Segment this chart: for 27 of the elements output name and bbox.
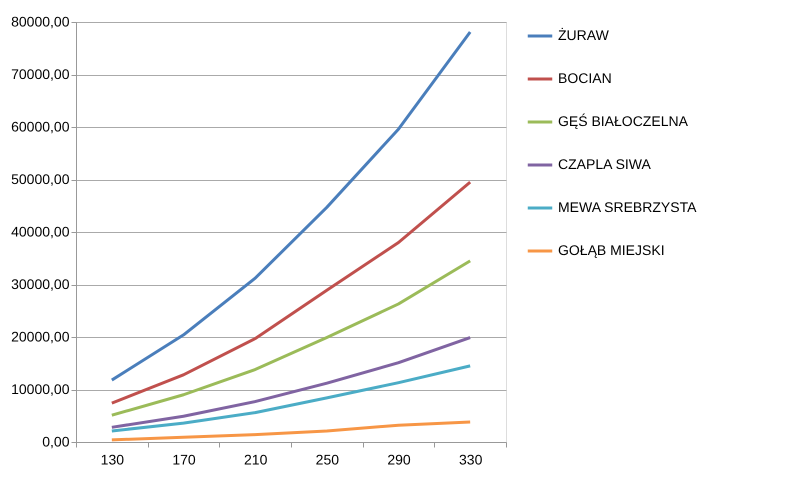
line-series xyxy=(110,364,472,432)
line-series xyxy=(110,180,472,405)
y-tick-label: 80000,00 xyxy=(11,14,70,30)
line-series xyxy=(110,30,472,382)
legend-label: ŻURAW xyxy=(558,27,610,43)
legend-label: MEWA SREBRZYSTA xyxy=(558,199,698,215)
y-tick-label: 60000,00 xyxy=(11,118,70,134)
x-tick-label: 250 xyxy=(316,452,340,468)
x-tick-label: 210 xyxy=(244,452,268,468)
y-tick-label: 0,00 xyxy=(42,434,70,450)
y-tick-label: 30000,00 xyxy=(11,276,70,292)
legend-label: GOŁĄB MIEJSKI xyxy=(558,242,665,258)
legend-label: CZAPLA SIWA xyxy=(558,156,652,172)
x-tick-label: 290 xyxy=(387,452,411,468)
y-tick-label: 70000,00 xyxy=(11,66,70,82)
y-tick-label: 50000,00 xyxy=(11,171,70,187)
x-tick-label: 330 xyxy=(458,452,483,468)
y-tick-label: 40000,00 xyxy=(11,224,70,240)
line-series xyxy=(110,259,472,417)
y-tick-label: 10000,00 xyxy=(11,381,70,397)
line-series xyxy=(110,336,472,429)
x-tick-label: 130 xyxy=(100,452,124,468)
line-series xyxy=(110,420,472,442)
y-tick-label: 20000,00 xyxy=(11,328,70,344)
x-tick-label: 170 xyxy=(172,452,196,468)
legend-label: BOCIAN xyxy=(558,70,612,86)
legend-label: GĘŚ BIAŁOCZELNA xyxy=(558,113,689,129)
